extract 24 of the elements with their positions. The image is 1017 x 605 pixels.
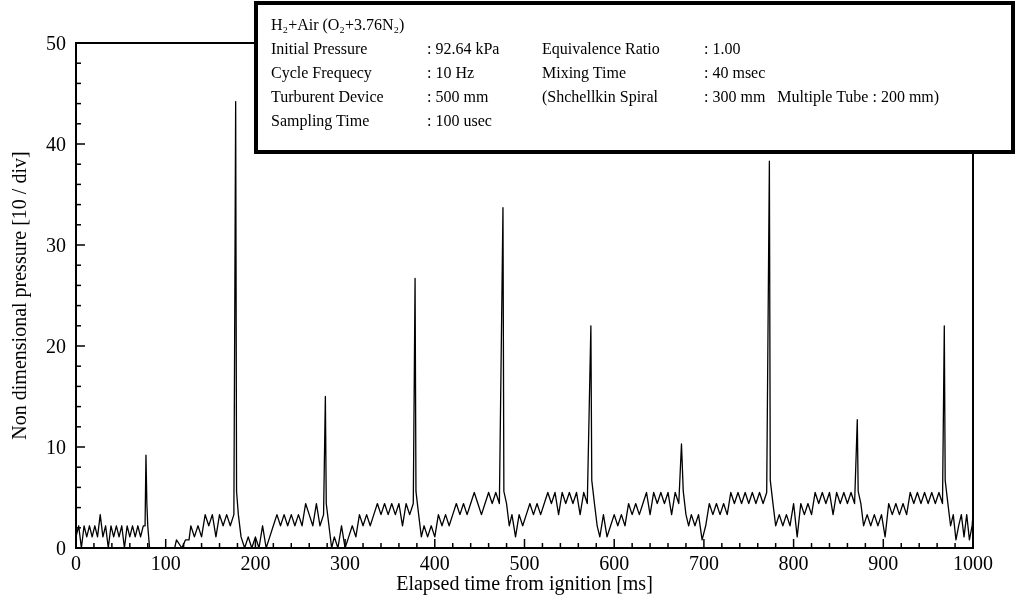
text: Turburent Device : 500 mm (Shchellkin Spiral : 300 mm Multiple Tube : 200 mm) — [271, 88, 940, 105]
x-tick-label: 800 — [778, 552, 809, 574]
x-tick-label: 600 — [599, 552, 630, 574]
y-tick-label: 40 — [46, 133, 66, 155]
x-tick-label: 100 — [150, 552, 181, 574]
y-tick-label: 50 — [46, 32, 66, 54]
text: Cycle Frequecy : 10 Hz Mixing Time : 40 msec — [271, 64, 766, 81]
x-tick-label: 700 — [688, 552, 719, 574]
y-tick-label: 10 — [46, 436, 66, 458]
x-tick-label: 900 — [868, 552, 899, 574]
x-tick-label: 500 — [509, 552, 540, 574]
text: Sampling Time : 100 usec — [271, 112, 492, 129]
text: Initial Pressure : 92.64 kPa Equivalence Ratio : 1.00 — [271, 40, 741, 57]
x-tick-label: 400 — [419, 552, 450, 574]
text: H₂+Air (O₂+3.76N₂) — [271, 16, 405, 34]
x-tick-label: 1000 — [953, 552, 993, 574]
x-tick-label: 0 — [71, 552, 81, 574]
y-tick-label: 0 — [56, 537, 66, 559]
y-tick-label: 20 — [46, 335, 66, 357]
x-axis-title: Elapsed time from ignition [ms] — [396, 572, 653, 595]
y-axis-title: Non dimensional pressure [10 / div] — [8, 151, 31, 440]
x-tick-label: 300 — [330, 552, 361, 574]
x-tick-label: 200 — [240, 552, 271, 574]
y-tick-label: 30 — [46, 234, 66, 256]
